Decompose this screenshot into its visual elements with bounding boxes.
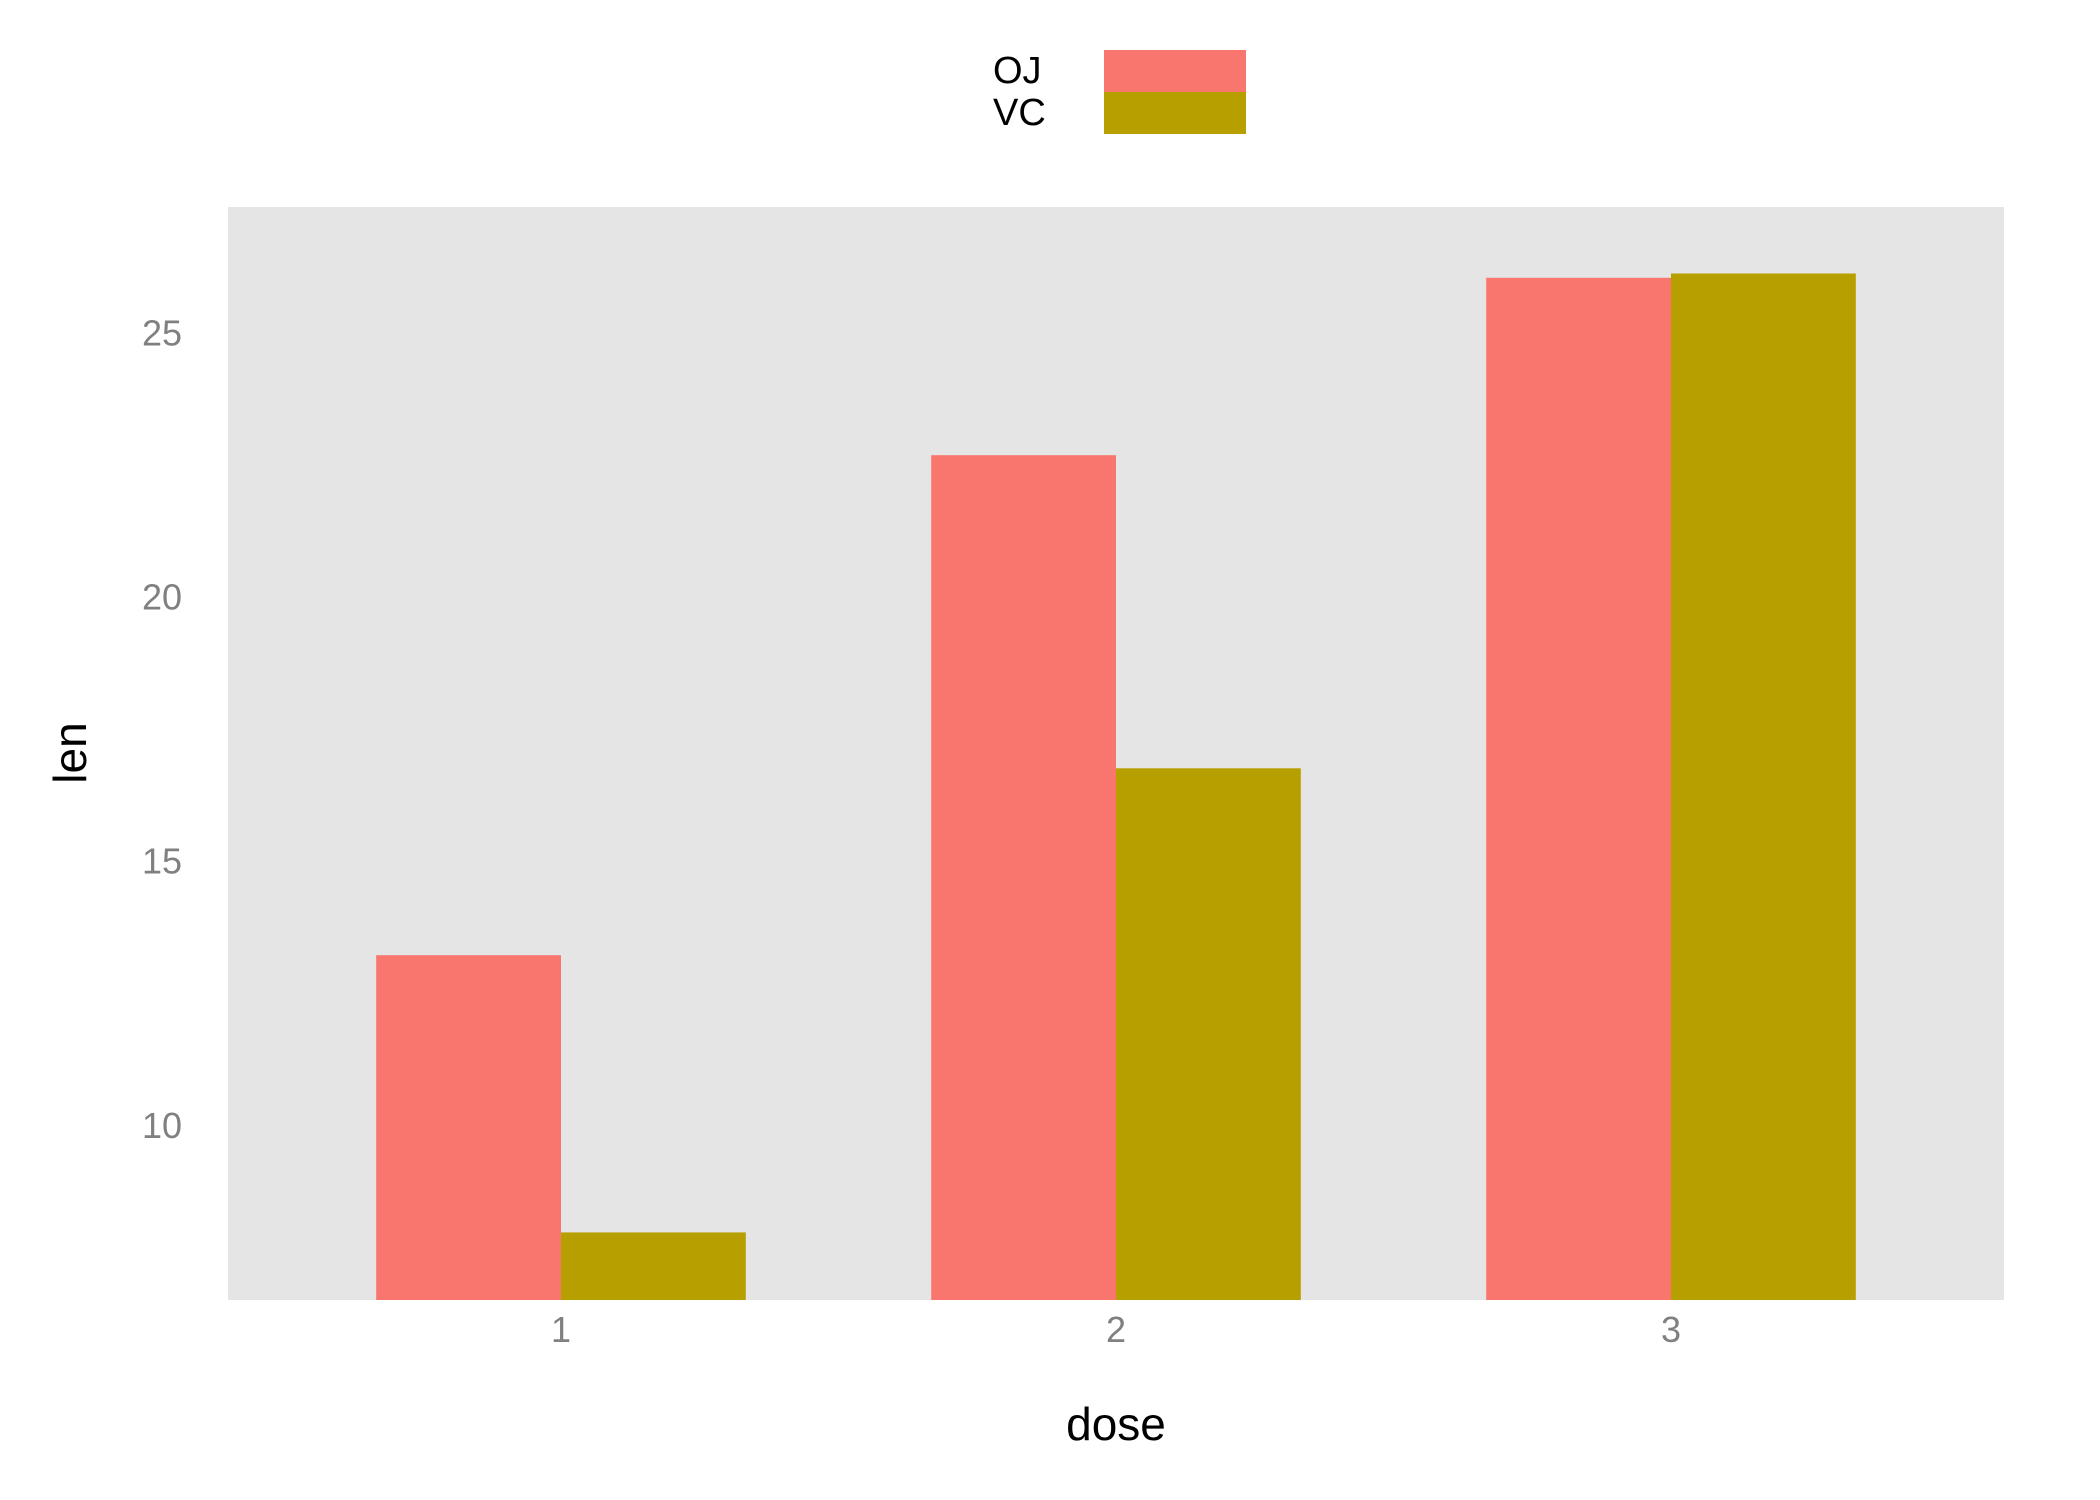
legend-key-oj — [1104, 50, 1246, 92]
y-tick-labels: 10 15 20 25 — [142, 313, 182, 1146]
legend-key-vc — [1104, 92, 1246, 134]
y-tick-label: 20 — [142, 577, 182, 618]
bar-vc-dose-1 — [561, 1232, 746, 1300]
bar-oj-dose-3 — [1486, 277, 1671, 1300]
bar-oj-dose-2 — [931, 455, 1116, 1300]
bar-vc-dose-3 — [1671, 273, 1856, 1300]
legend-label-vc: VC — [993, 92, 1046, 134]
y-tick-label: 10 — [142, 1105, 182, 1146]
y-tick-label: 25 — [142, 313, 182, 354]
x-axis-title: dose — [1066, 1398, 1166, 1450]
bar-vc-dose-2 — [1116, 768, 1301, 1300]
y-axis-title: len — [44, 722, 96, 783]
x-tick-label: 1 — [551, 1309, 571, 1350]
y-tick-label: 15 — [142, 841, 182, 882]
x-tick-label: 2 — [1106, 1309, 1126, 1350]
bars-layer — [376, 273, 1856, 1300]
legend-label-oj: OJ — [993, 50, 1042, 92]
bar-oj-dose-1 — [376, 955, 561, 1300]
x-tick-labels: 1 2 3 — [551, 1309, 1681, 1350]
x-tick-label: 3 — [1661, 1309, 1681, 1350]
